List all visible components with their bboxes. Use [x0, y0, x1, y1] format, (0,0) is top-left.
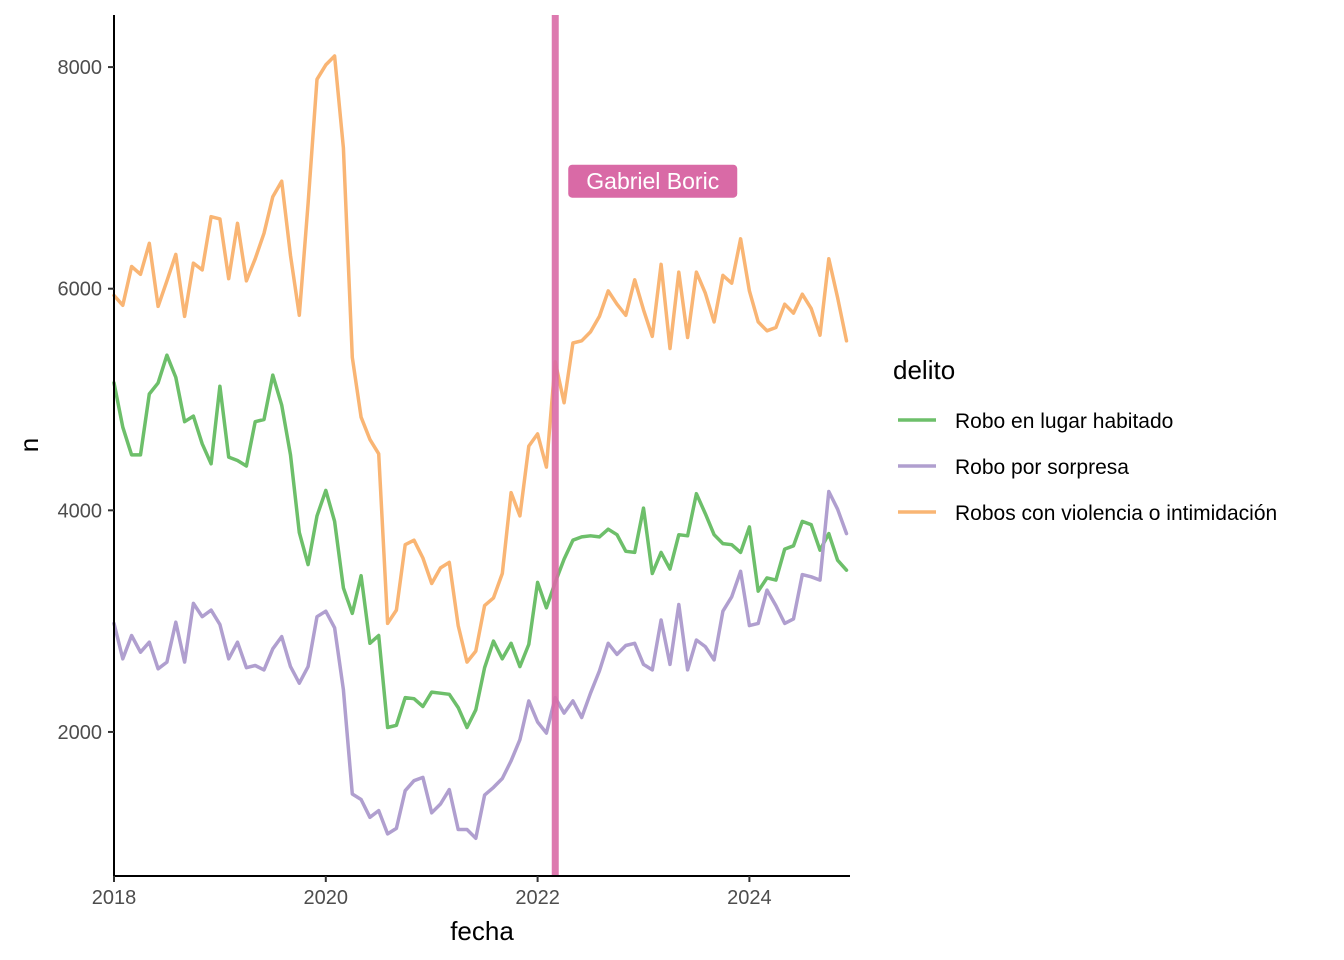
x-tick-label: 2024	[727, 887, 772, 909]
y-tick-label: 6000	[58, 279, 103, 301]
legend-label: Robos con violencia o intimidación	[955, 502, 1277, 525]
x-tick-label: 2022	[515, 887, 560, 909]
legend-label: Robo por sorpresa	[955, 456, 1129, 479]
y-tick-label: 4000	[58, 500, 103, 522]
y-axis-ticks: 2000 4000 6000 8000	[58, 57, 114, 744]
y-tick-label: 2000	[58, 722, 103, 744]
x-tick-label: 2018	[92, 887, 137, 909]
series-line-3	[112, 54, 849, 664]
y-tick-label: 8000	[58, 57, 103, 79]
legend-label: Robo en lugar habitado	[955, 410, 1173, 433]
legend-items: Robo en lugar habitado Robo por sorpresa R…	[898, 410, 1277, 525]
x-axis-title: fecha	[450, 916, 514, 946]
y-axis-title: n	[14, 438, 44, 452]
event-label-box	[568, 164, 738, 198]
plot-panel: Gabriel Boric 2018 2020 2022 2024 2000 4000 6…	[58, 15, 850, 909]
legend-title: delito	[893, 355, 955, 385]
annotation-layer: Gabriel Boric	[551, 15, 738, 876]
x-tick-label: 2020	[304, 887, 349, 909]
series-layer	[112, 54, 849, 841]
event-label: Gabriel Boric	[586, 168, 719, 194]
legend: delito Robo en lugar habitado Robo por so…	[893, 355, 1277, 525]
series-line-1	[112, 353, 849, 730]
series-line-2	[112, 489, 849, 841]
x-axis-ticks: 2018 2020 2022 2024	[92, 876, 772, 909]
